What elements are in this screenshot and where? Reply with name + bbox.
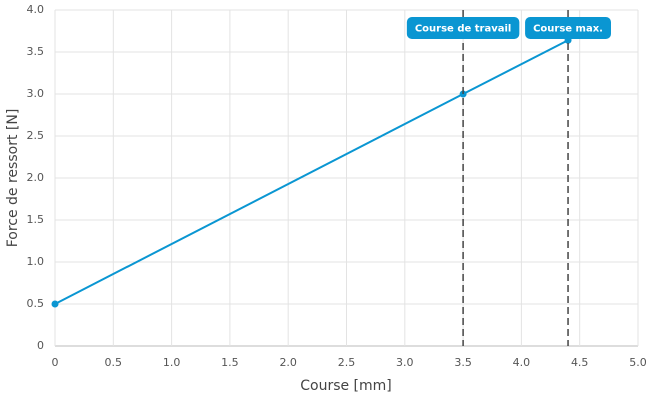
x-tick-label: 3.0 [396, 356, 414, 369]
y-tick-label: 3.0 [27, 87, 45, 100]
x-tick-label: 2.0 [279, 356, 297, 369]
y-tick-label: 3.5 [27, 45, 45, 58]
x-tick-label: 0 [52, 356, 59, 369]
point [51, 300, 59, 308]
x-tick-label: 4.5 [571, 356, 589, 369]
annotation-text: Course de travail [415, 24, 511, 35]
y-tick-label: 0 [37, 339, 44, 352]
y-tick-label: 2.0 [27, 171, 45, 184]
annotation-label: Course de travail [406, 17, 520, 39]
x-axis-title: Course [mm] [300, 378, 392, 394]
x-tick-label: 1.5 [221, 356, 239, 369]
annotation-label: Course max. [525, 17, 611, 39]
y-tick-label: 4.0 [27, 3, 45, 16]
x-tick-label: 4.0 [513, 356, 531, 369]
x-tick-label: 5.0 [629, 356, 647, 369]
annotation-box [406, 17, 520, 39]
y-tick-label: 1.0 [27, 255, 45, 268]
y-tick-label: 2.5 [27, 129, 45, 142]
line [54, 39, 569, 305]
annotation-box [525, 17, 611, 39]
annotation-text: Course max. [533, 24, 603, 35]
x-tick-label: 3.5 [454, 356, 472, 369]
y-tick-label: 0.5 [27, 297, 45, 310]
y-tick-label: 1.5 [27, 213, 45, 226]
x-tick-label: 0.5 [105, 356, 123, 369]
x-tick-label: 1.0 [163, 356, 181, 369]
x-tick-label: 2.5 [338, 356, 356, 369]
y-axis-title: Force de ressort [N] [5, 109, 21, 248]
